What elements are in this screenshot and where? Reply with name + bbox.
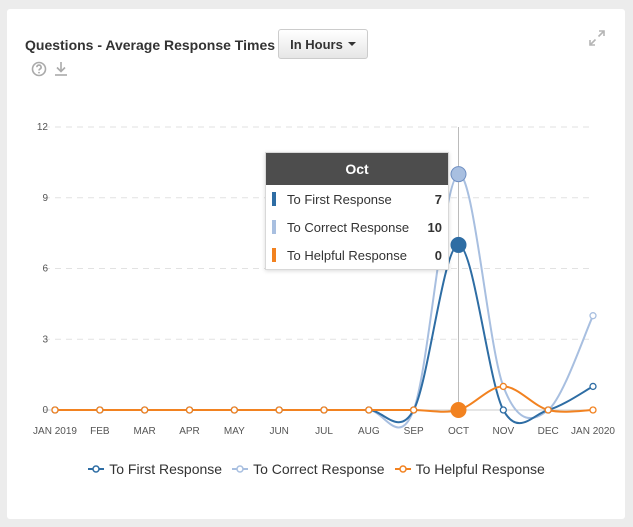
x-tick-label: NOV	[492, 426, 514, 437]
legend-label: To Correct Response	[253, 461, 385, 477]
data-point	[185, 406, 194, 414]
y-tick-label: 12	[37, 122, 49, 133]
y-tick-label: 9	[42, 193, 48, 204]
unit-dropdown-button[interactable]: In Hours	[278, 29, 368, 59]
tooltip-swatch	[272, 248, 276, 262]
legend-label: To Helpful Response	[415, 461, 545, 477]
tooltip-row: To Helpful Response 0	[266, 241, 448, 269]
x-tick-label: JAN 2020	[571, 426, 615, 437]
legend-line-marker	[88, 465, 105, 473]
chart-legend: To First Response To Correct Response To…	[0, 459, 633, 479]
data-point	[365, 406, 373, 414]
x-tick-label: JAN 2019	[33, 426, 77, 437]
tooltip-title: Oct	[266, 153, 448, 185]
highlight-point	[450, 166, 467, 183]
tooltip-row: To First Response 7	[266, 185, 448, 213]
chart-title: Questions - Average Response Times	[25, 37, 276, 53]
data-point	[589, 312, 597, 320]
data-point	[410, 406, 418, 414]
highlight-point	[450, 236, 467, 253]
tooltip-row-value: 0	[434, 247, 442, 263]
y-tick-label: 3	[42, 334, 48, 345]
data-point	[141, 406, 149, 414]
download-icon[interactable]	[54, 61, 68, 82]
data-point	[499, 382, 507, 391]
series-line	[55, 243, 594, 425]
tooltip-row-value: 10	[427, 219, 442, 235]
caret-down-icon	[347, 42, 356, 46]
tooltip-swatch	[272, 220, 276, 234]
legend-item-first-response[interactable]: To First Response	[88, 459, 222, 479]
x-tick-label: FEB	[90, 426, 110, 437]
tooltip-row-label: To First Response	[287, 191, 392, 207]
x-tick-label: MAR	[134, 426, 156, 437]
data-point	[275, 406, 283, 414]
data-point	[96, 406, 104, 414]
legend-item-correct-response[interactable]: To Correct Response	[232, 459, 385, 479]
y-tick-label: 0	[42, 405, 48, 416]
data-point	[589, 406, 597, 414]
tooltip-swatch	[272, 192, 276, 206]
x-tick-label: OCT	[448, 426, 469, 437]
data-point	[544, 406, 552, 414]
chart-tooltip: Oct To First Response 7 To Correct Respo…	[265, 152, 449, 270]
expand-icon[interactable]	[589, 30, 605, 51]
x-tick-label: MAY	[224, 426, 245, 437]
data-point	[51, 406, 59, 414]
y-tick-label: 6	[42, 264, 48, 275]
tooltip-row-label: To Helpful Response	[287, 247, 407, 263]
data-point	[499, 406, 507, 414]
legend-item-helpful-response[interactable]: To Helpful Response	[394, 459, 545, 479]
data-point	[230, 406, 238, 414]
legend-line-marker	[232, 465, 249, 473]
tooltip-row: To Correct Response 10	[266, 213, 448, 241]
x-tick-label: APR	[179, 426, 200, 437]
data-point	[589, 382, 597, 391]
tooltip-row-label: To Correct Response	[287, 219, 410, 235]
unit-dropdown-label: In Hours	[290, 36, 343, 52]
tooltip-row-value: 7	[434, 191, 442, 207]
x-tick-label: DEC	[538, 426, 559, 437]
data-point	[320, 406, 328, 414]
legend-label: To First Response	[109, 461, 223, 477]
x-tick-label: SEP	[404, 426, 424, 437]
x-tick-label: JUN	[269, 426, 288, 437]
help-circle-icon[interactable]	[31, 61, 47, 82]
highlight-point	[450, 402, 467, 418]
x-tick-label: JUL	[315, 426, 333, 437]
legend-line-marker	[394, 465, 411, 473]
x-tick-label: AUG	[358, 426, 380, 437]
